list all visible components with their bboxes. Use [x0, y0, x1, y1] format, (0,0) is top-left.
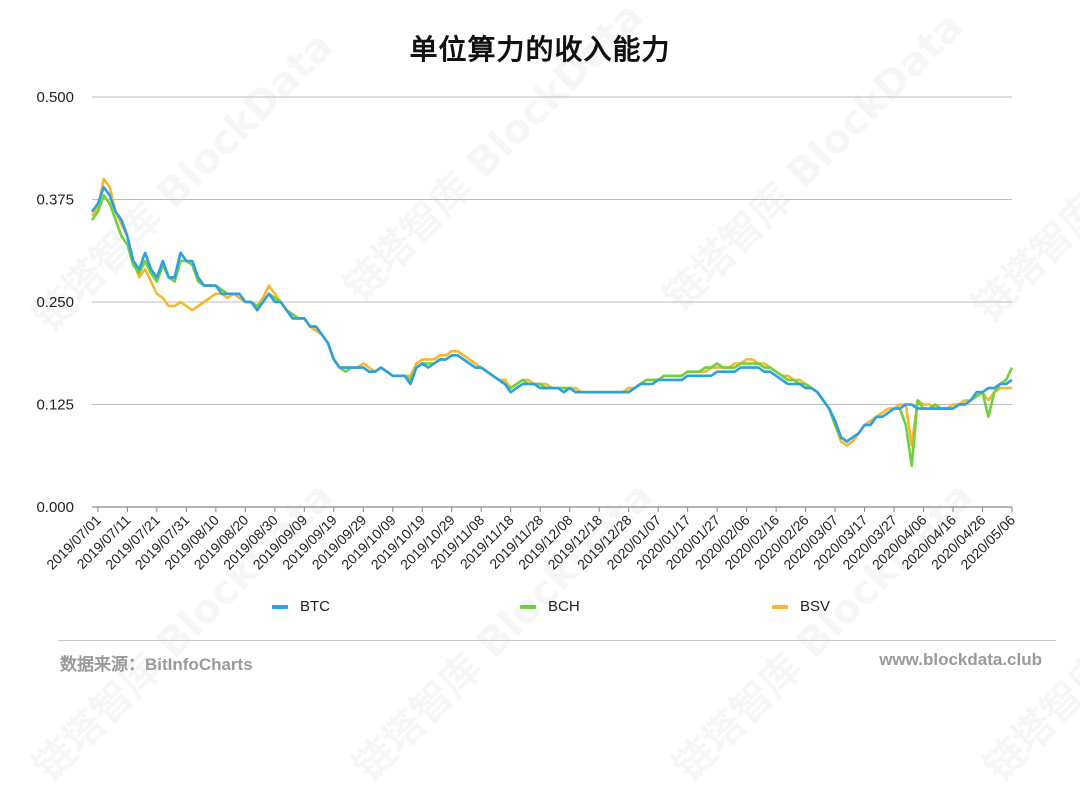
y-tick-label: 0.375 [36, 192, 74, 209]
chart-grid [92, 96, 1012, 508]
series-line-bsv [90, 177, 1012, 447]
y-axis-ticks: 0.000 0.125 0.250 0.375 0.500 [36, 89, 74, 516]
series-lines [90, 177, 1014, 468]
legend-swatch-bch [520, 604, 536, 609]
data-source-name: BitInfoCharts [145, 655, 253, 674]
legend-item-bch: BCH [520, 598, 580, 615]
line-chart: 0.000 0.125 0.250 0.375 0.500 2019/07/012019… [36, 89, 1018, 573]
legend-swatch-bsv [772, 604, 788, 609]
data-source: 数据来源：BitInfoCharts [60, 650, 253, 675]
y-tick-label: 0.125 [36, 397, 74, 414]
series-line-bch [90, 194, 1014, 468]
legend-label-btc: BTC [300, 598, 330, 615]
y-tick-label: 0.250 [36, 294, 74, 311]
y-tick-label: 0.000 [36, 499, 74, 516]
legend-item-bsv: BSV [772, 598, 830, 615]
footer-divider [58, 640, 1056, 641]
legend-label-bch: BCH [548, 598, 580, 615]
chart-title: 单位算力的收入能力 [409, 33, 671, 66]
series-line-btc [90, 185, 1013, 443]
legend-item-btc: BTC [272, 598, 330, 615]
legend: BTC BCH BSV [0, 598, 1080, 622]
legend-swatch-btc [272, 604, 288, 609]
y-tick-label: 0.500 [36, 89, 74, 106]
site-url: www.blockdata.club [879, 650, 1042, 669]
legend-label-bsv: BSV [800, 598, 831, 615]
data-source-label: 数据来源： [60, 655, 145, 675]
x-axis-ticks: 2019/07/012019/07/112019/07/212019/07/31… [43, 507, 1018, 573]
